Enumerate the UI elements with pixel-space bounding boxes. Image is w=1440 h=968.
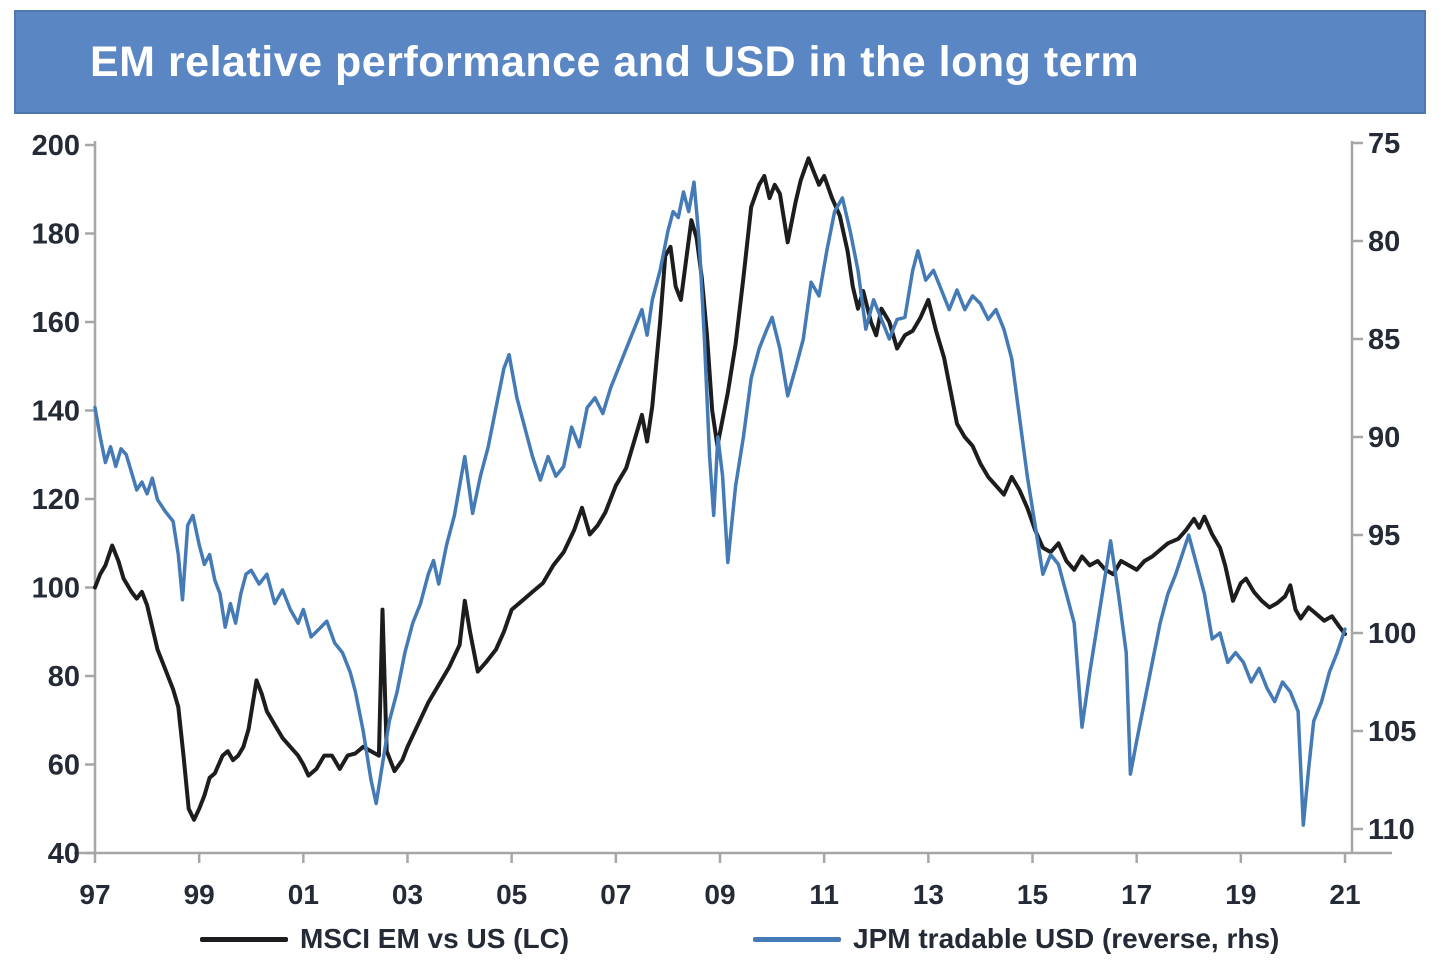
- y-left-tick-label: 120: [32, 484, 80, 516]
- y-left-tick-label: 200: [32, 130, 80, 162]
- x-tick-label: 11: [809, 879, 839, 910]
- legend-line-sample-jpm-usd: [753, 936, 841, 942]
- y-left-tick-label: 80: [48, 661, 80, 693]
- x-tick-label: 09: [704, 879, 735, 910]
- legend-item-msci-em: MSCI EM vs US (LC): [200, 920, 569, 958]
- y-left-tick-label: 100: [32, 573, 80, 605]
- y-right-tick-label: 80: [1368, 226, 1400, 258]
- y-right-tick-label: 95: [1368, 520, 1400, 552]
- series-line-msci-em: [93, 156, 1347, 822]
- y-right-tick-label: 110: [1368, 814, 1415, 846]
- x-tick-label: 21: [1329, 879, 1360, 910]
- y-right-tick-label: 85: [1368, 324, 1400, 356]
- x-tick-label: 13: [913, 879, 944, 910]
- header-band: EM relative performance and USD in the l…: [14, 10, 1426, 114]
- y-right-tick-label: 75: [1368, 128, 1400, 160]
- y-left-tick-label: 140: [32, 396, 80, 428]
- x-tick-label: 99: [184, 879, 215, 910]
- x-tick-label: 17: [1121, 879, 1152, 910]
- y-right-tick-label: 90: [1368, 422, 1400, 454]
- y-right-tick-label: 105: [1368, 716, 1416, 748]
- x-tick-label: 05: [496, 879, 527, 910]
- legend-label-jpm-usd: JPM tradable USD (reverse, rhs): [853, 923, 1280, 954]
- y-left-tick-label: 160: [32, 307, 80, 339]
- x-tick-label: 15: [1017, 879, 1048, 910]
- page-title: EM relative performance and USD in the l…: [90, 37, 1140, 86]
- x-tick-label: 19: [1225, 879, 1256, 910]
- series-line-jpm-usd: [93, 180, 1347, 827]
- legend-line-sample-msci-em: [200, 936, 288, 942]
- x-tick-label: 97: [79, 879, 110, 910]
- y-left-tick-label: 60: [48, 750, 80, 782]
- x-tick-label: 03: [392, 879, 423, 910]
- legend-label-msci-em: MSCI EM vs US (LC): [300, 923, 570, 954]
- chart-legend: MSCI EM vs US (LC) JPM tradable USD (rev…: [0, 920, 1440, 960]
- x-tick-label: 01: [288, 879, 319, 910]
- legend-item-jpm-usd: JPM tradable USD (reverse, rhs): [753, 920, 1279, 958]
- x-tick-label: 07: [600, 879, 631, 910]
- y-right-tick-label: 100: [1368, 618, 1416, 650]
- y-left-tick-label: 180: [32, 219, 80, 251]
- y-left-tick-label: 40: [48, 838, 80, 870]
